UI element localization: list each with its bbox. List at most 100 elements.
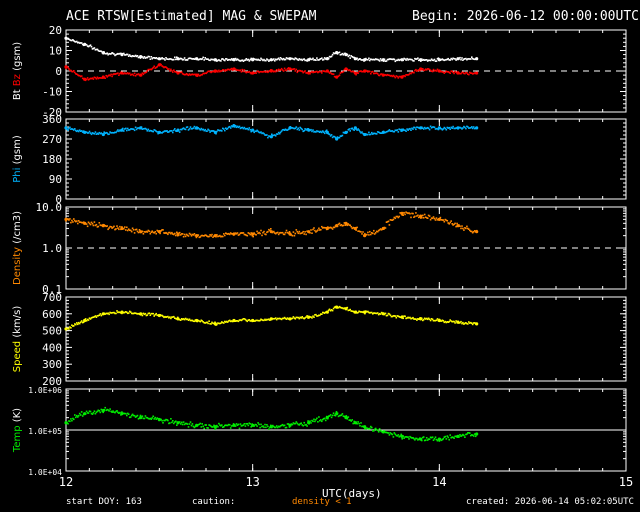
data-point-density xyxy=(238,233,241,236)
data-point-density xyxy=(367,231,369,234)
data-value-bz xyxy=(456,71,460,75)
data-point-temp xyxy=(373,430,375,432)
data-point-temp xyxy=(303,421,305,424)
data-point-phi xyxy=(268,135,270,137)
data-point-bt xyxy=(317,59,319,61)
data-point-density xyxy=(346,224,349,227)
data-point-speed xyxy=(167,315,169,318)
data-point-phi xyxy=(163,130,165,133)
data-point-bz xyxy=(296,71,299,74)
data-point-bz xyxy=(202,72,204,75)
data-point-bz xyxy=(434,69,437,72)
data-point-density xyxy=(393,216,396,219)
data-point-bz xyxy=(189,74,192,76)
data-point-speed xyxy=(310,316,312,318)
data-point-bt xyxy=(235,59,238,61)
y-axis-label-part: (K) xyxy=(12,408,23,426)
data-point-phi xyxy=(386,130,389,133)
data-point-temp xyxy=(266,424,268,426)
data-point-temp xyxy=(235,423,238,425)
data-point-bz xyxy=(263,70,265,73)
data-point-bt xyxy=(237,59,240,61)
data-value-phi xyxy=(120,128,124,132)
data-point-speed xyxy=(434,319,437,322)
data-point-temp xyxy=(392,436,395,438)
data-point-bz xyxy=(190,73,193,76)
data-point-density xyxy=(465,227,467,230)
data-point-speed xyxy=(378,312,381,315)
data-point-phi xyxy=(429,125,432,128)
data-point-bt xyxy=(171,58,173,61)
data-point-density xyxy=(413,216,415,218)
data-point-temp xyxy=(114,411,116,414)
data-point-bz xyxy=(206,71,208,74)
series-bz xyxy=(64,63,479,82)
data-point-phi xyxy=(393,130,396,133)
data-value-bz xyxy=(64,65,68,69)
data-value-bt xyxy=(353,57,357,61)
data-value-temp xyxy=(251,423,255,427)
data-point-bt xyxy=(298,58,301,60)
data-point-density xyxy=(467,227,469,230)
data-point-phi xyxy=(216,130,218,133)
data-point-bt xyxy=(95,48,98,51)
data-point-density xyxy=(225,232,227,234)
data-point-bt xyxy=(168,58,170,61)
data-point-speed xyxy=(216,323,218,326)
data-point-phi xyxy=(79,130,82,132)
data-point-bz xyxy=(88,78,91,80)
data-point-phi xyxy=(118,130,120,133)
data-point-density xyxy=(261,234,263,237)
data-point-density xyxy=(106,225,108,227)
data-point-speed xyxy=(274,317,277,319)
data-point-bt xyxy=(199,58,202,60)
data-point-bt xyxy=(437,57,440,59)
data-point-density xyxy=(349,224,351,227)
data-point-speed xyxy=(418,318,420,320)
data-point-phi xyxy=(85,131,88,133)
data-point-speed xyxy=(312,315,314,317)
data-point-phi xyxy=(331,136,334,139)
data-point-phi xyxy=(237,126,240,129)
data-point-phi xyxy=(164,130,166,132)
y-axis-label-density: Density (/cm3) xyxy=(12,211,23,285)
data-point-bt xyxy=(193,58,196,60)
data-point-phi xyxy=(244,128,247,130)
data-point-phi xyxy=(261,132,263,135)
data-point-temp xyxy=(112,410,114,412)
data-point-bt xyxy=(366,58,368,61)
data-point-density xyxy=(159,232,161,235)
data-point-density xyxy=(431,217,434,220)
data-point-speed xyxy=(218,322,220,325)
data-point-speed xyxy=(184,317,187,320)
data-point-bz xyxy=(207,70,209,73)
data-point-speed xyxy=(124,311,126,314)
data-point-phi xyxy=(394,129,397,132)
data-point-bz xyxy=(169,70,171,72)
data-point-speed xyxy=(97,314,100,317)
data-value-density xyxy=(475,230,479,234)
data-point-bt xyxy=(255,58,257,61)
data-value-bz xyxy=(213,69,217,73)
data-point-temp xyxy=(268,428,270,430)
data-point-phi xyxy=(180,128,183,131)
data-point-density xyxy=(170,232,172,235)
data-point-temp xyxy=(362,425,364,428)
data-point-phi xyxy=(454,127,456,130)
data-point-density xyxy=(452,224,454,226)
data-point-speed xyxy=(423,317,426,320)
data-point-temp xyxy=(300,422,302,424)
data-point-bt xyxy=(378,60,381,62)
data-point-density xyxy=(212,236,214,238)
data-point-bz xyxy=(462,71,464,74)
data-point-density xyxy=(403,211,405,214)
data-point-bz xyxy=(118,74,120,76)
data-point-speed xyxy=(329,309,332,312)
data-point-density xyxy=(338,222,341,225)
data-point-temp xyxy=(111,411,113,413)
data-point-density xyxy=(428,215,431,217)
data-value-speed xyxy=(232,318,236,323)
data-point-phi xyxy=(278,132,281,135)
data-point-speed xyxy=(110,312,112,314)
